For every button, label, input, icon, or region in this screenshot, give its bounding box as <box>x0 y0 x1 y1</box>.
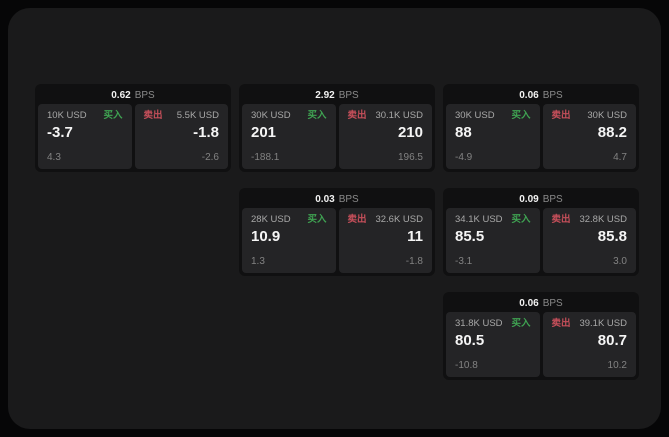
quote-card: 2.92 BPS 30K USD 买入 201 -188.1 卖出 30.1K … <box>239 84 435 172</box>
quote-card: 0.06 BPS 30K USD 买入 88 -4.9 卖出 30K USD <box>443 84 639 172</box>
buy-notional-amount: 30K USD <box>455 110 495 121</box>
buy-label: 买入 <box>511 110 531 121</box>
bps-unit-label: BPS <box>338 193 359 205</box>
sell-price: 80.7 <box>597 331 627 349</box>
buy-change: 4.3 <box>47 152 61 163</box>
buy-tile[interactable]: 31.8K USD 买入 80.5 -10.8 <box>446 312 540 377</box>
sell-price: -1.8 <box>193 123 219 141</box>
bps-value: 0.06 <box>519 297 539 309</box>
bps-header: 2.92 BPS <box>242 87 432 104</box>
sell-notional-amount: 5.5K USD <box>176 110 219 121</box>
bps-header: 0.09 BPS <box>446 191 636 208</box>
buy-sell-tiles: 34.1K USD 买入 85.5 -3.1 卖出 32.8K USD 85.8… <box>446 208 636 273</box>
buy-price: 201 <box>251 123 277 141</box>
sell-notional-amount: 30.1K USD <box>375 110 423 121</box>
sell-change: 196.5 <box>397 152 423 163</box>
sell-price: 88.2 <box>597 123 627 141</box>
bps-header: 0.62 BPS <box>38 87 228 104</box>
bps-header: 0.06 BPS <box>446 87 636 104</box>
quote-card: 0.09 BPS 34.1K USD 买入 85.5 -3.1 卖出 32.8K… <box>443 188 639 276</box>
bps-unit-label: BPS <box>542 89 563 101</box>
sell-tile[interactable]: 卖出 5.5K USD -1.8 -2.6 <box>134 104 228 169</box>
sell-change: -2.6 <box>201 152 219 163</box>
bps-value: 0.03 <box>315 193 335 205</box>
buy-price: 85.5 <box>455 227 485 245</box>
sell-tile[interactable]: 卖出 39.1K USD 80.7 10.2 <box>542 312 636 377</box>
sell-label: 卖出 <box>551 110 571 121</box>
sell-price: 11 <box>407 227 423 245</box>
buy-sell-tiles: 31.8K USD 买入 80.5 -10.8 卖出 39.1K USD 80.… <box>446 312 636 377</box>
bps-header: 0.03 BPS <box>242 191 432 208</box>
buy-change: -3.1 <box>455 256 473 267</box>
buy-tile[interactable]: 34.1K USD 买入 85.5 -3.1 <box>446 208 540 273</box>
buy-sell-tiles: 28K USD 买入 10.9 1.3 卖出 32.6K USD 11 -1.8 <box>242 208 432 273</box>
buy-notional-amount: 30K USD <box>251 110 291 121</box>
sell-change: 10.2 <box>607 360 627 371</box>
buy-change: -188.1 <box>251 152 280 163</box>
buy-change: -4.9 <box>455 152 473 163</box>
buy-tile[interactable]: 10K USD 买入 -3.7 4.3 <box>38 104 132 169</box>
bps-value: 0.62 <box>111 89 131 101</box>
buy-tile[interactable]: 30K USD 买入 201 -188.1 <box>242 104 336 169</box>
buy-label: 买入 <box>511 214 531 225</box>
buy-label: 买入 <box>511 318 531 329</box>
bps-value: 2.92 <box>315 89 335 101</box>
sell-price: 210 <box>397 123 423 141</box>
quote-card: 0.06 BPS 31.8K USD 买入 80.5 -10.8 卖出 39.1… <box>443 292 639 380</box>
buy-label: 买入 <box>307 110 327 121</box>
quotes-panel: 0.62 BPS 10K USD 买入 -3.7 4.3 卖出 5.5K USD <box>8 8 661 429</box>
buy-notional-amount: 31.8K USD <box>455 318 503 329</box>
buy-sell-tiles: 10K USD 买入 -3.7 4.3 卖出 5.5K USD -1.8 -2.… <box>38 104 228 169</box>
quote-card: 0.62 BPS 10K USD 买入 -3.7 4.3 卖出 5.5K USD <box>35 84 231 172</box>
bps-unit-label: BPS <box>542 297 563 309</box>
sell-change: -1.8 <box>405 256 423 267</box>
buy-label: 买入 <box>103 110 123 121</box>
sell-label: 卖出 <box>347 110 367 121</box>
sell-tile[interactable]: 卖出 32.6K USD 11 -1.8 <box>338 208 432 273</box>
sell-notional-amount: 32.8K USD <box>579 214 627 225</box>
buy-sell-tiles: 30K USD 买入 88 -4.9 卖出 30K USD 88.2 4.7 <box>446 104 636 169</box>
buy-label: 买入 <box>307 214 327 225</box>
sell-price: 85.8 <box>597 227 627 245</box>
bps-header: 0.06 BPS <box>446 295 636 312</box>
sell-tile[interactable]: 卖出 32.8K USD 85.8 3.0 <box>542 208 636 273</box>
sell-change: 4.7 <box>613 152 627 163</box>
buy-tile[interactable]: 28K USD 买入 10.9 1.3 <box>242 208 336 273</box>
bps-unit-label: BPS <box>338 89 359 101</box>
bps-unit-label: BPS <box>542 193 563 205</box>
quote-cards-grid: 0.62 BPS 10K USD 买入 -3.7 4.3 卖出 5.5K USD <box>35 84 639 380</box>
bps-unit-label: BPS <box>134 89 155 101</box>
sell-notional-amount: 30K USD <box>587 110 627 121</box>
buy-sell-tiles: 30K USD 买入 201 -188.1 卖出 30.1K USD 210 1… <box>242 104 432 169</box>
sell-notional-amount: 32.6K USD <box>375 214 423 225</box>
sell-change: 3.0 <box>613 256 627 267</box>
buy-notional-amount: 28K USD <box>251 214 291 225</box>
buy-change: 1.3 <box>251 256 265 267</box>
buy-change: -10.8 <box>455 360 478 371</box>
buy-price: 88 <box>455 123 472 141</box>
buy-tile[interactable]: 30K USD 买入 88 -4.9 <box>446 104 540 169</box>
sell-tile[interactable]: 卖出 30.1K USD 210 196.5 <box>338 104 432 169</box>
sell-label: 卖出 <box>143 110 163 121</box>
sell-label: 卖出 <box>347 214 367 225</box>
sell-label: 卖出 <box>551 214 571 225</box>
buy-price: 10.9 <box>251 227 281 245</box>
sell-tile[interactable]: 卖出 30K USD 88.2 4.7 <box>542 104 636 169</box>
sell-notional-amount: 39.1K USD <box>579 318 627 329</box>
buy-price: -3.7 <box>47 123 73 141</box>
buy-price: 80.5 <box>455 331 485 349</box>
buy-notional-amount: 10K USD <box>47 110 87 121</box>
sell-label: 卖出 <box>551 318 571 329</box>
bps-value: 0.09 <box>519 193 539 205</box>
buy-notional-amount: 34.1K USD <box>455 214 503 225</box>
bps-value: 0.06 <box>519 89 539 101</box>
quote-card: 0.03 BPS 28K USD 买入 10.9 1.3 卖出 32.6K US… <box>239 188 435 276</box>
